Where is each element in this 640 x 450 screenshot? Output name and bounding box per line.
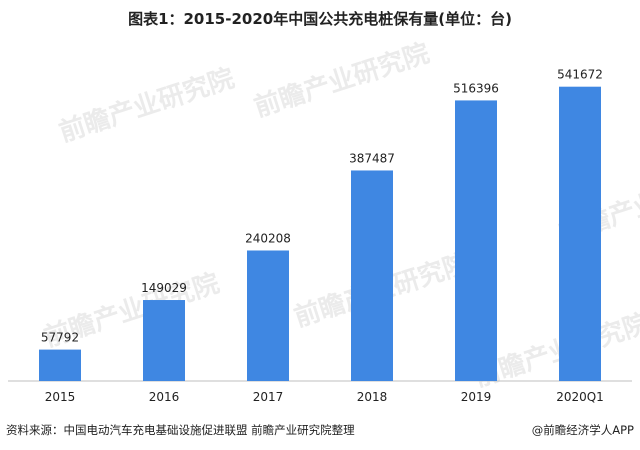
data-label-2019: 516396 (453, 81, 499, 95)
data-label-2017: 240208 (245, 231, 291, 245)
bar-2015 (39, 349, 81, 381)
data-label-2016: 149029 (141, 281, 187, 295)
bar-2019 (455, 100, 497, 382)
chart-title: 图表1：2015-2020年中国公共充电桩保有量(单位：台) (128, 10, 512, 28)
x-tick-label-2019: 2019 (461, 390, 492, 404)
x-tick-label-2020Q1: 2020Q1 (556, 390, 604, 404)
data-label-2018: 387487 (349, 151, 395, 165)
bar-2020Q1 (559, 86, 601, 382)
bar-2016 (143, 300, 185, 381)
data-label-2020Q1: 541672 (557, 68, 603, 82)
credit-note: @前瞻经济学人APP (531, 423, 634, 437)
x-tick-label-2016: 2016 (149, 390, 180, 404)
x-tick-label-2018: 2018 (357, 390, 388, 404)
source-note: 资料来源：中国电动汽车充电基础设施促进联盟 前瞻产业研究院整理 (6, 423, 355, 437)
x-tick-label-2017: 2017 (253, 390, 284, 404)
data-label-2015: 57792 (41, 331, 79, 345)
bar-2018 (351, 170, 393, 381)
bar-2017 (247, 250, 289, 381)
x-tick-label-2015: 2015 (45, 390, 76, 404)
